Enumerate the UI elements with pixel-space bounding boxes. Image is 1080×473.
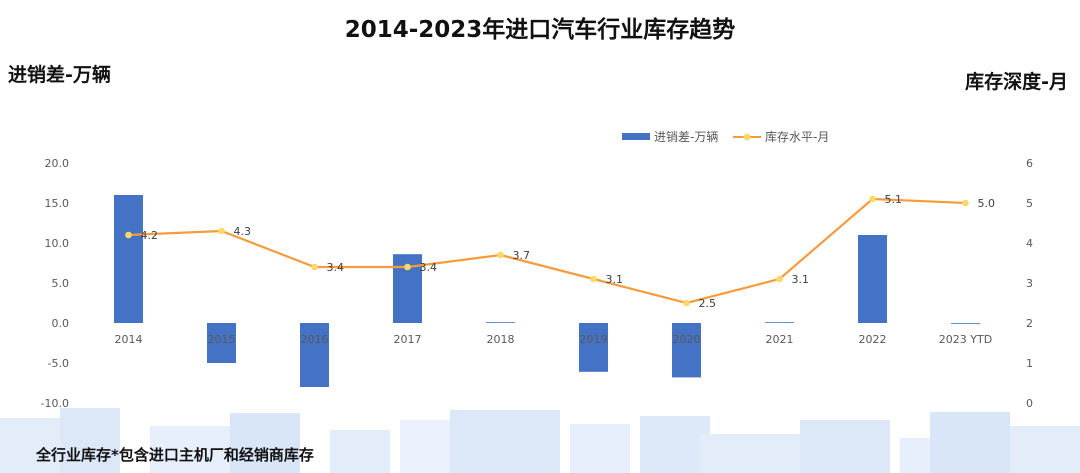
- legend-marker-line: [743, 133, 751, 141]
- legend-label-bar: 进销差-万辆: [654, 130, 718, 144]
- line-point: [683, 299, 690, 307]
- line-data-label: 3.1: [792, 273, 810, 286]
- legend-label-line: 库存水平-月: [765, 129, 829, 144]
- category-label: 2015: [208, 333, 236, 346]
- chart-title: 2014-2023年进口汽车行业库存趋势: [344, 17, 736, 43]
- line-point: [404, 263, 411, 271]
- line-point: [497, 251, 504, 259]
- bar-series: [114, 195, 980, 387]
- right-axis-ticks: 0 1 2 3 4 5 6: [1026, 157, 1033, 410]
- line-data-label: 4.3: [234, 225, 252, 238]
- right-axis-title: 库存深度-月: [965, 71, 1068, 93]
- bar-2015: [207, 323, 236, 363]
- category-axis-labels: 2014 2015 2016 2017 2018 2019 2020 2021 2022 2023…: [115, 333, 993, 346]
- line-data-label: 3.1: [606, 273, 624, 286]
- bar-2023-ytd: [951, 323, 980, 324]
- background-band: [0, 408, 1080, 473]
- line-data-label: 3.4: [327, 261, 345, 274]
- legend-swatch-bar: [622, 133, 650, 140]
- right-tick-label: 4: [1026, 237, 1033, 250]
- left-tick-label: 15.0: [45, 197, 70, 210]
- line-data-label: 3.4: [420, 261, 438, 274]
- line-point: [590, 275, 597, 283]
- bar-2016: [300, 323, 329, 387]
- line-data-label: 4.2: [141, 229, 159, 242]
- category-label: 2016: [301, 333, 329, 346]
- left-tick-label: 5.0: [52, 277, 70, 290]
- category-label: 2020: [673, 333, 701, 346]
- left-tick-label: -10.0: [41, 397, 69, 410]
- legend: 进销差-万辆 库存水平-月: [622, 129, 829, 144]
- category-label: 2019: [580, 333, 608, 346]
- right-tick-label: 2: [1026, 317, 1033, 330]
- right-tick-label: 0: [1026, 397, 1033, 410]
- right-tick-label: 3: [1026, 277, 1033, 290]
- bar-2022: [858, 235, 887, 323]
- left-tick-label: 10.0: [45, 237, 70, 250]
- left-tick-label: 0.0: [52, 317, 70, 330]
- line-data-label: 2.5: [699, 297, 717, 310]
- right-tick-label: 5: [1026, 197, 1033, 210]
- bar-2019: [579, 323, 608, 372]
- line-point: [776, 275, 783, 283]
- left-tick-label: -5.0: [48, 357, 69, 370]
- left-axis-title: 进销差-万辆: [8, 64, 111, 86]
- right-tick-label: 1: [1026, 357, 1033, 370]
- line-point: [962, 199, 969, 207]
- category-label: 2023 YTD: [939, 333, 992, 346]
- left-axis-ticks: -10.0 -5.0 0.0 5.0 10.0 15.0 20.0: [41, 157, 69, 410]
- line-point: [125, 231, 132, 239]
- line-point: [218, 227, 225, 235]
- line-path: [128, 197, 966, 305]
- bar-2021: [765, 322, 794, 323]
- bar-2020: [672, 323, 701, 378]
- line-point: [311, 263, 318, 271]
- bar-2014: [114, 195, 143, 323]
- line-point: [869, 195, 876, 203]
- bar-2018: [486, 322, 515, 323]
- footnote: 全行业库存*包含进口主机厂和经销商库存: [36, 446, 314, 464]
- category-label: 2021: [766, 333, 794, 346]
- category-label: 2017: [394, 333, 422, 346]
- category-label: 2018: [487, 333, 515, 346]
- line-data-label: 3.7: [513, 249, 531, 262]
- line-series: 4.2 4.3 3.4 3.4 3.7 3.1 2.5 3.1 5.1 5.0: [125, 193, 995, 310]
- category-label: 2022: [859, 333, 887, 346]
- line-data-label: 5.0: [978, 197, 996, 210]
- line-data-label: 5.1: [885, 193, 903, 206]
- right-tick-label: 6: [1026, 157, 1033, 170]
- left-tick-label: 20.0: [45, 157, 70, 170]
- category-label: 2014: [115, 333, 143, 346]
